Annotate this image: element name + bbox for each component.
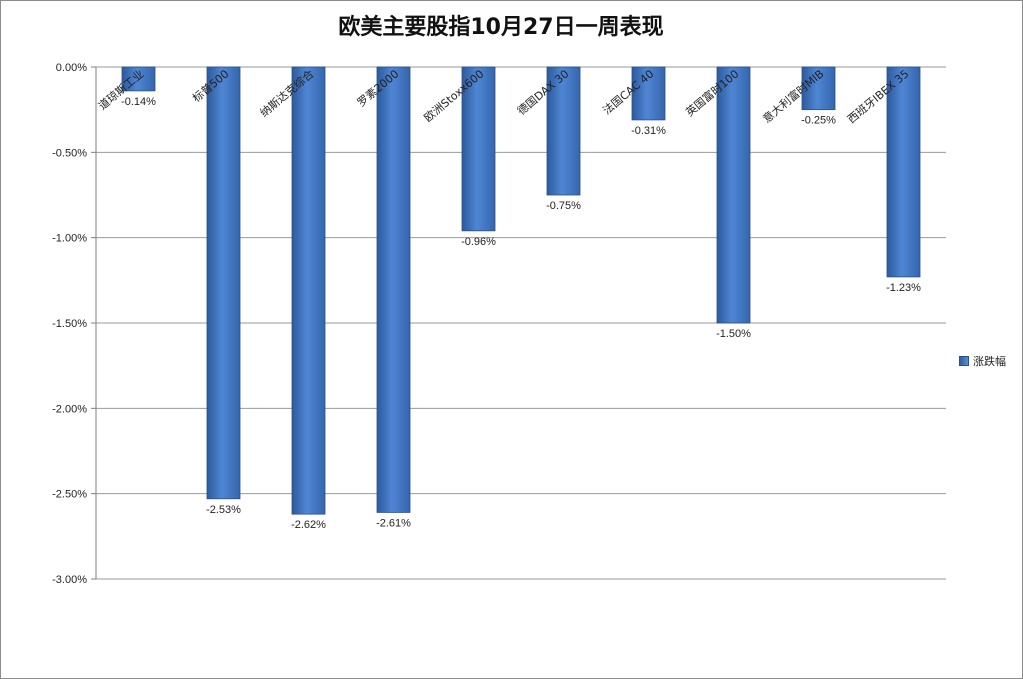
y-tick-label: 0.00% xyxy=(56,62,87,74)
data-label: -2.62% xyxy=(291,519,326,531)
legend-swatch xyxy=(959,356,969,366)
bar xyxy=(376,66,411,513)
data-label: -1.50% xyxy=(716,328,751,340)
bar xyxy=(546,66,581,196)
data-label: -0.96% xyxy=(461,236,496,248)
data-label: -1.23% xyxy=(886,282,921,294)
data-label: -0.31% xyxy=(631,125,666,137)
y-tick-label: -1.00% xyxy=(52,233,87,245)
data-label: -0.75% xyxy=(546,200,581,212)
bar xyxy=(631,66,666,121)
y-tick-label: -0.50% xyxy=(52,147,87,159)
bar xyxy=(206,66,241,500)
data-label: -2.61% xyxy=(376,517,411,529)
data-label: -0.14% xyxy=(121,96,156,108)
bar xyxy=(801,66,836,111)
data-label: -2.53% xyxy=(206,504,241,516)
chart-title: 欧美主要股指10月27日一周表现 xyxy=(338,15,664,40)
y-tick-label: -2.00% xyxy=(52,403,87,415)
y-tick-label: -1.50% xyxy=(52,318,87,330)
y-tick-label: -3.00% xyxy=(52,574,87,586)
bar xyxy=(461,66,496,232)
bar xyxy=(121,66,156,92)
legend: 涨跌幅 xyxy=(959,353,1006,369)
bar xyxy=(716,66,751,324)
bar xyxy=(291,66,326,515)
y-tick-label: -2.50% xyxy=(52,489,87,501)
data-label: -0.25% xyxy=(801,115,836,127)
bar xyxy=(886,66,921,278)
legend-label: 涨跌幅 xyxy=(973,355,1006,368)
